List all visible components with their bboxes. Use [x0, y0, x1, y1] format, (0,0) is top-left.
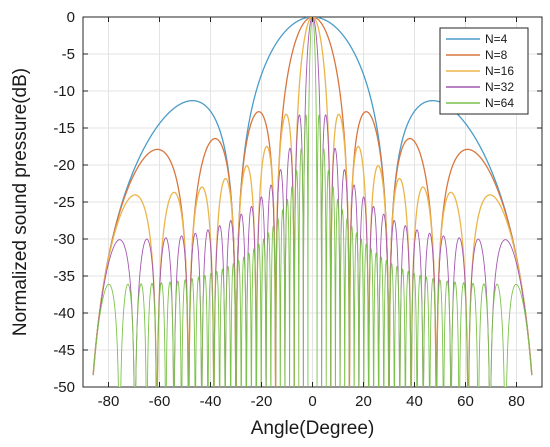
- legend: N=4 N=8 N=16 N=32 N=64: [439, 27, 529, 115]
- y-tick-label: -50: [53, 379, 75, 396]
- y-tick-label: -5: [62, 46, 75, 63]
- x-tick-label: -40: [200, 393, 222, 410]
- y-axis-label: Normalized sound pressure(dB): [10, 68, 31, 336]
- x-tick-label: 20: [355, 393, 372, 410]
- series-layer: [92, 17, 533, 387]
- x-tick-label: -20: [251, 393, 273, 410]
- x-tick-label: 60: [457, 393, 474, 410]
- series-line-n-8: [92, 17, 533, 387]
- axis-tick-labels: -80 -60 -40 -20 0 20 40 60 80 0 -5 -10 -15 -20 -25 -30 -…: [53, 9, 525, 410]
- x-tick-label: -80: [98, 393, 120, 410]
- y-tick-label: -25: [53, 194, 75, 211]
- x-tick-label: 80: [508, 393, 525, 410]
- legend-label: N=8: [485, 48, 508, 62]
- y-tick-label: -15: [53, 120, 75, 137]
- y-tick-label: -10: [53, 83, 75, 100]
- x-tick-label: -60: [149, 393, 171, 410]
- x-axis-label: Angle(Degree): [251, 418, 375, 439]
- x-tick-label: 0: [308, 393, 316, 410]
- y-tick-label: -35: [53, 268, 75, 285]
- x-tick-label: 40: [406, 393, 423, 410]
- y-tick-label: -20: [53, 157, 75, 174]
- series-line-n-32: [92, 17, 533, 387]
- y-tick-label: 0: [67, 9, 75, 26]
- y-tick-label: -30: [53, 231, 75, 248]
- legend-label: N=64: [485, 96, 514, 110]
- y-tick-label: -40: [53, 305, 75, 322]
- series-line-n-16: [92, 17, 533, 387]
- legend-label: N=4: [485, 32, 508, 46]
- legend-label: N=32: [485, 80, 514, 94]
- series-line-n-4: [92, 17, 533, 387]
- y-tick-label: -45: [53, 342, 75, 359]
- axis-ticks: [83, 16, 542, 388]
- legend-label: N=16: [485, 64, 514, 78]
